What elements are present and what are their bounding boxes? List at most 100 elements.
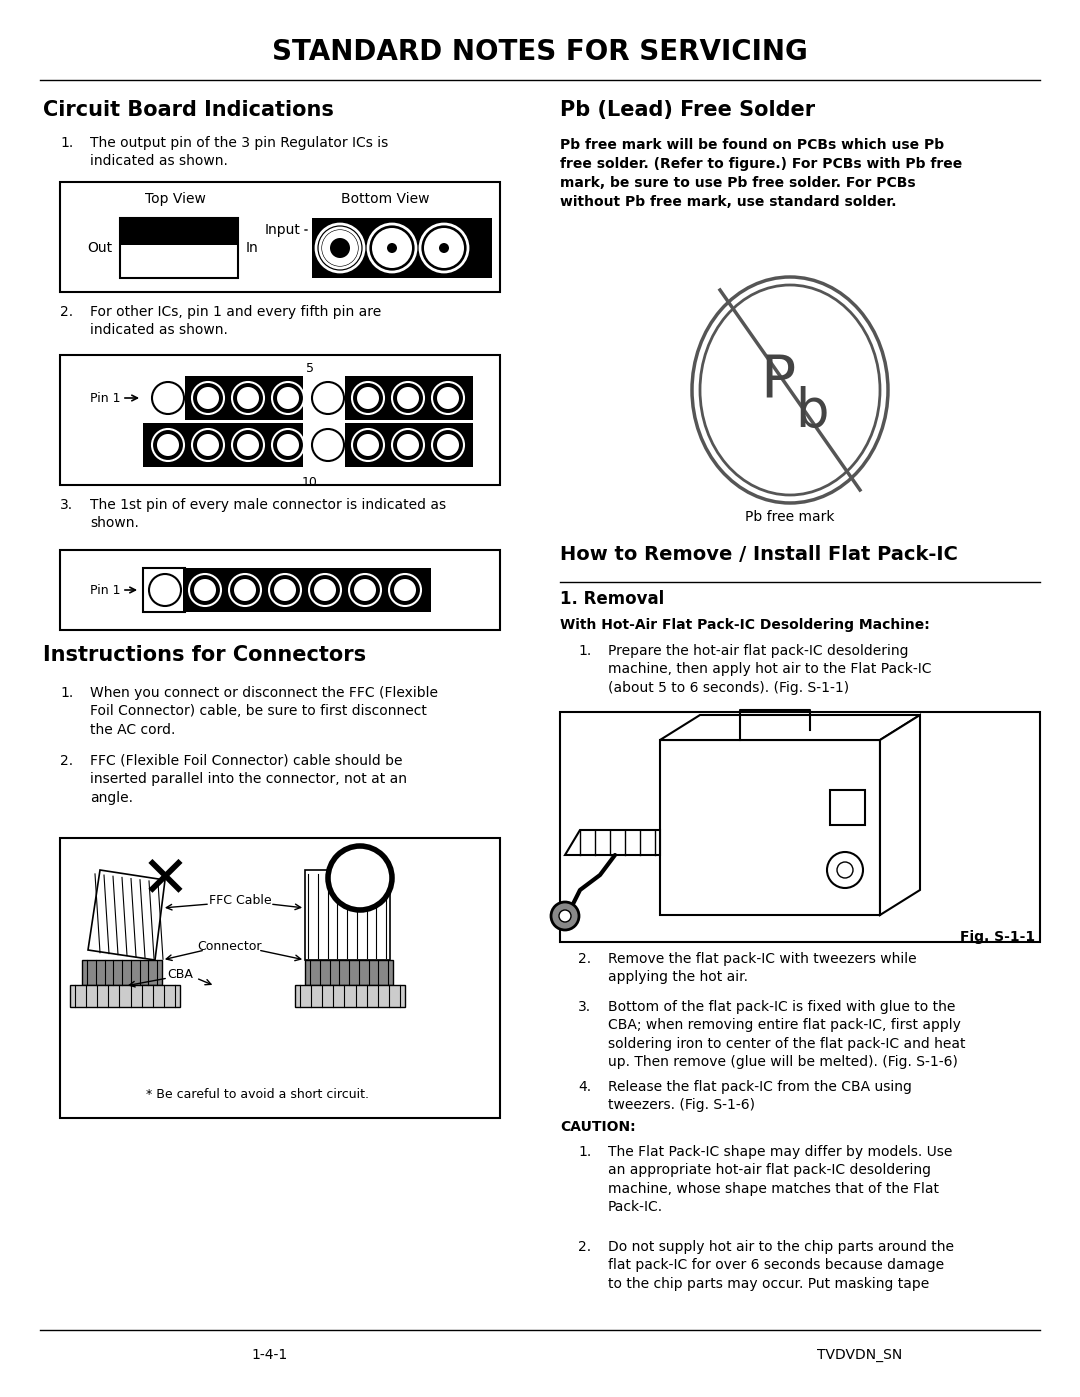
Text: The output pin of the 3 pin Regulator ICs is
indicated as shown.: The output pin of the 3 pin Regulator IC…	[90, 136, 388, 169]
Text: TVDVDN_SN: TVDVDN_SN	[818, 1348, 903, 1362]
Text: Pb (Lead) Free Solder: Pb (Lead) Free Solder	[561, 101, 815, 120]
Text: Pin 1: Pin 1	[90, 584, 120, 597]
Circle shape	[349, 574, 381, 606]
Circle shape	[387, 243, 397, 253]
Text: The Flat Pack-IC shape may differ by models. Use
an appropriate hot-air flat pac: The Flat Pack-IC shape may differ by mod…	[608, 1146, 953, 1214]
Circle shape	[149, 574, 181, 606]
Text: Pin 1: Pin 1	[90, 391, 120, 405]
Bar	[143, 376, 473, 420]
Text: Out: Out	[86, 242, 112, 256]
Bar	[60, 355, 500, 485]
Circle shape	[551, 902, 579, 930]
Circle shape	[189, 574, 221, 606]
Text: 3.: 3.	[60, 497, 73, 511]
Polygon shape	[305, 870, 390, 960]
Circle shape	[437, 434, 459, 455]
Circle shape	[827, 852, 863, 888]
Polygon shape	[565, 830, 660, 855]
Circle shape	[372, 228, 411, 268]
Circle shape	[197, 387, 219, 409]
Circle shape	[192, 381, 224, 414]
Text: CBA: CBA	[167, 968, 193, 982]
Polygon shape	[880, 715, 920, 915]
Circle shape	[157, 434, 179, 455]
Bar	[831, 789, 865, 826]
Circle shape	[276, 434, 299, 455]
Circle shape	[438, 243, 449, 253]
Circle shape	[392, 429, 424, 461]
Circle shape	[237, 434, 259, 455]
Text: 1. Removal: 1. Removal	[561, 590, 664, 608]
Text: 1.: 1.	[578, 644, 591, 658]
Circle shape	[237, 387, 259, 409]
Text: Top View: Top View	[145, 191, 205, 205]
Circle shape	[837, 862, 853, 877]
Circle shape	[432, 381, 464, 414]
Circle shape	[357, 434, 379, 455]
Text: For other ICs, pin 1 and every fifth pin are
indicated as shown.: For other ICs, pin 1 and every fifth pin…	[90, 305, 381, 338]
Circle shape	[274, 578, 296, 601]
Text: Pb free mark will be found on PCBs which use Pb
free solder. (Refer to figure.) : Pb free mark will be found on PCBs which…	[561, 138, 962, 208]
Text: ✕: ✕	[140, 852, 189, 908]
Text: FFC (Flexible Foil Connector) cable should be
inserted parallel into the connect: FFC (Flexible Foil Connector) cable shou…	[90, 754, 407, 805]
Circle shape	[432, 429, 464, 461]
Text: How to Remove / Install Flat Pack-IC: How to Remove / Install Flat Pack-IC	[561, 545, 958, 564]
Text: 10: 10	[302, 476, 318, 489]
Circle shape	[309, 574, 341, 606]
Polygon shape	[660, 715, 920, 740]
Text: 1.: 1.	[60, 136, 73, 149]
Circle shape	[232, 429, 264, 461]
Bar	[312, 218, 492, 278]
Text: The 1st pin of every male connector is indicated as
shown.: The 1st pin of every male connector is i…	[90, 497, 446, 531]
Bar	[70, 985, 180, 1007]
Text: Instructions for Connectors: Instructions for Connectors	[43, 645, 366, 665]
Circle shape	[397, 387, 419, 409]
Text: 2.: 2.	[60, 754, 73, 768]
Circle shape	[272, 429, 303, 461]
Circle shape	[312, 429, 345, 461]
Circle shape	[234, 578, 256, 601]
Text: Pb free mark: Pb free mark	[745, 510, 835, 524]
Text: Prepare the hot-air flat pack-IC desoldering
machine, then apply hot air to the : Prepare the hot-air flat pack-IC desolde…	[608, 644, 931, 694]
Polygon shape	[87, 870, 165, 960]
Bar	[660, 740, 880, 915]
Bar	[143, 423, 473, 467]
Text: Circuit Board Indications: Circuit Board Indications	[43, 101, 334, 120]
Circle shape	[352, 429, 384, 461]
Circle shape	[232, 381, 264, 414]
Circle shape	[437, 387, 459, 409]
Circle shape	[559, 909, 571, 922]
Circle shape	[272, 381, 303, 414]
Bar	[295, 985, 405, 1007]
Bar	[82, 960, 162, 985]
Circle shape	[276, 387, 299, 409]
Text: Bottom of the flat pack-IC is fixed with glue to the
CBA; when removing entire f: Bottom of the flat pack-IC is fixed with…	[608, 1000, 966, 1069]
Circle shape	[368, 224, 416, 272]
Text: 4.: 4.	[578, 1080, 591, 1094]
Text: 2.: 2.	[578, 1241, 591, 1255]
Circle shape	[354, 578, 376, 601]
Circle shape	[397, 434, 419, 455]
Text: When you connect or disconnect the FFC (Flexible
Foil Connector) cable, be sure : When you connect or disconnect the FFC (…	[90, 686, 438, 736]
Bar	[120, 218, 238, 244]
Bar	[60, 550, 500, 630]
Circle shape	[192, 429, 224, 461]
Text: 1-4-1: 1-4-1	[252, 1348, 288, 1362]
Circle shape	[352, 381, 384, 414]
Bar	[60, 182, 500, 292]
Text: 1.: 1.	[578, 1146, 591, 1160]
Circle shape	[424, 228, 464, 268]
Bar	[143, 376, 185, 420]
Circle shape	[389, 574, 421, 606]
Text: Fig. S-1-1: Fig. S-1-1	[960, 930, 1035, 944]
Circle shape	[357, 387, 379, 409]
Text: Release the flat pack-IC from the CBA using
tweezers. (Fig. S-1-6): Release the flat pack-IC from the CBA us…	[608, 1080, 912, 1112]
Text: P: P	[760, 352, 796, 408]
Text: Input: Input	[265, 224, 300, 237]
Circle shape	[316, 224, 364, 272]
Bar	[561, 712, 1040, 942]
Text: STANDARD NOTES FOR SERVICING: STANDARD NOTES FOR SERVICING	[272, 38, 808, 66]
Circle shape	[269, 574, 301, 606]
Circle shape	[328, 847, 392, 909]
Text: 1.: 1.	[60, 686, 73, 700]
